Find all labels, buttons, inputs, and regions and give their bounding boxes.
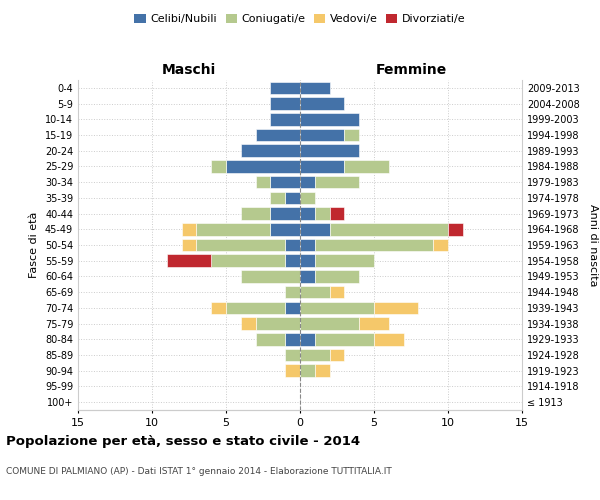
Bar [256, 176, 271, 188]
Bar [300, 333, 315, 345]
Bar [285, 348, 300, 362]
Bar [256, 333, 285, 345]
Bar [374, 302, 418, 314]
Bar [329, 208, 344, 220]
Bar [300, 364, 315, 377]
Bar [211, 302, 226, 314]
Bar [256, 318, 300, 330]
Bar [271, 208, 300, 220]
Bar [315, 238, 433, 252]
Bar [300, 128, 344, 141]
Bar [182, 238, 196, 252]
Bar [285, 254, 300, 267]
Bar [271, 82, 300, 94]
Bar [315, 254, 374, 267]
Bar [315, 333, 374, 345]
Bar [300, 160, 344, 172]
Bar [271, 113, 300, 126]
Bar [300, 98, 344, 110]
Bar [300, 270, 315, 282]
Text: Maschi: Maschi [162, 64, 216, 78]
Bar [433, 238, 448, 252]
Bar [315, 364, 329, 377]
Bar [167, 254, 211, 267]
Legend: Celibi/Nubili, Coniugati/e, Vedovi/e, Divorziati/e: Celibi/Nubili, Coniugati/e, Vedovi/e, Di… [131, 10, 469, 28]
Text: Femmine: Femmine [376, 64, 446, 78]
Bar [300, 348, 329, 362]
Bar [241, 270, 300, 282]
Bar [300, 144, 359, 157]
Bar [344, 128, 359, 141]
Bar [300, 82, 329, 94]
Bar [329, 223, 448, 235]
Bar [300, 286, 329, 298]
Bar [344, 160, 389, 172]
Bar [300, 176, 315, 188]
Bar [196, 238, 285, 252]
Bar [285, 364, 300, 377]
Bar [300, 254, 315, 267]
Bar [271, 192, 285, 204]
Y-axis label: Anni di nascita: Anni di nascita [588, 204, 598, 286]
Bar [315, 270, 359, 282]
Bar [300, 208, 315, 220]
Bar [448, 223, 463, 235]
Bar [300, 223, 329, 235]
Bar [300, 238, 315, 252]
Bar [300, 318, 359, 330]
Bar [315, 176, 359, 188]
Bar [241, 208, 271, 220]
Bar [329, 286, 344, 298]
Bar [285, 302, 300, 314]
Y-axis label: Fasce di età: Fasce di età [29, 212, 39, 278]
Bar [285, 238, 300, 252]
Bar [285, 333, 300, 345]
Bar [374, 333, 404, 345]
Bar [315, 208, 329, 220]
Bar [300, 113, 359, 126]
Bar [256, 128, 300, 141]
Bar [226, 302, 285, 314]
Bar [211, 254, 285, 267]
Bar [226, 160, 300, 172]
Bar [359, 318, 389, 330]
Bar [241, 144, 300, 157]
Text: Popolazione per età, sesso e stato civile - 2014: Popolazione per età, sesso e stato civil… [6, 435, 360, 448]
Bar [300, 192, 315, 204]
Bar [211, 160, 226, 172]
Bar [241, 318, 256, 330]
Bar [271, 176, 300, 188]
Bar [182, 223, 196, 235]
Bar [271, 98, 300, 110]
Bar [285, 192, 300, 204]
Bar [196, 223, 271, 235]
Bar [329, 348, 344, 362]
Bar [300, 302, 374, 314]
Bar [271, 223, 300, 235]
Bar [285, 286, 300, 298]
Text: COMUNE DI PALMIANO (AP) - Dati ISTAT 1° gennaio 2014 - Elaborazione TUTTITALIA.I: COMUNE DI PALMIANO (AP) - Dati ISTAT 1° … [6, 468, 392, 476]
